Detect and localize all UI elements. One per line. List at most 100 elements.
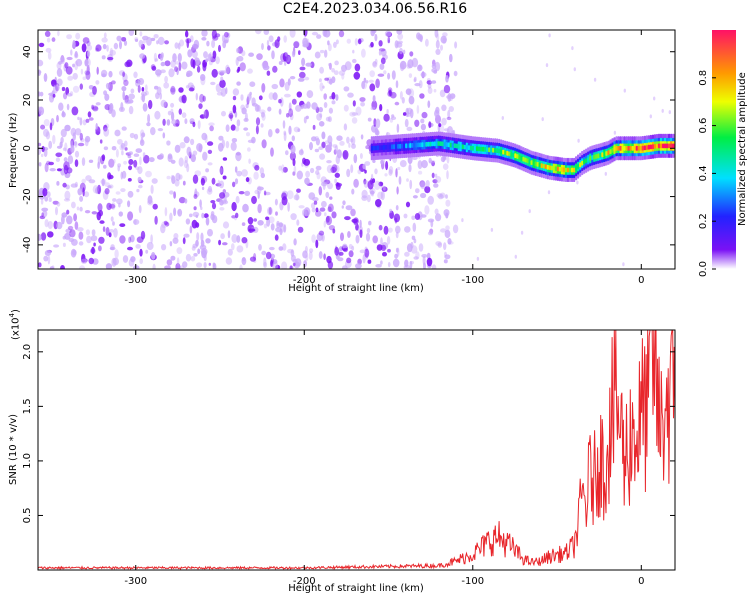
spectrogram-noise-blob xyxy=(420,118,425,124)
spectrogram-noise-blob xyxy=(399,91,403,100)
spectrogram-noise-blob xyxy=(315,170,320,175)
spectrogram-noise-blob xyxy=(428,160,436,164)
spectrogram-noise-blob xyxy=(318,146,324,150)
spectrogram-noise-blob xyxy=(421,160,428,169)
spectrogram-noise-blob xyxy=(84,210,91,214)
spectrogram-noise-blob xyxy=(409,179,413,190)
spectrogram-noise-blob xyxy=(289,113,294,121)
spectrogram-noise-blob xyxy=(91,105,99,111)
spectrogram-noise-blob xyxy=(369,70,376,78)
spectrogram-noise-blob xyxy=(196,143,203,152)
spectrogram-noise-blob xyxy=(115,149,119,158)
spectrogram-noise-blob xyxy=(261,43,264,50)
spectrogram-noise-blob xyxy=(38,91,41,97)
spectrogram-noise-blob xyxy=(370,41,374,48)
spectrogram-signal-cell xyxy=(429,141,432,147)
spectrogram-noise-blob xyxy=(343,104,349,112)
spectrogram-noise-blob xyxy=(348,142,351,148)
spectrogram-noise-blob xyxy=(219,207,225,211)
spectrogram-noise-blob xyxy=(268,129,273,138)
spectrogram-noise-blob xyxy=(246,132,250,137)
spectrogram-x-tick-label: -300 xyxy=(124,275,147,286)
spectrogram-noise-blob xyxy=(342,247,348,253)
spectrogram-noise-blob xyxy=(200,232,204,242)
spectrogram-noise-blob xyxy=(190,255,196,262)
spectrogram-noise-blob xyxy=(247,147,251,152)
spectrogram-noise-blob xyxy=(65,66,73,75)
spectrogram-noise-blob xyxy=(108,203,116,209)
spectrogram-noise-blob xyxy=(139,129,145,139)
spectrogram-noise-blob xyxy=(183,233,190,238)
spectrogram-noise-blob xyxy=(163,220,168,226)
spectrogram-noise-blob xyxy=(326,164,333,174)
spectrogram-noise-blob xyxy=(74,141,78,148)
spectrogram-signal-cell xyxy=(589,155,592,161)
spectrogram-noise-blob xyxy=(65,87,70,96)
spectrogram-noise-blob xyxy=(169,212,173,222)
spectrogram-noise-blob xyxy=(276,220,280,226)
spectrogram-noise-blob xyxy=(92,106,99,112)
spectrogram-noise-blob xyxy=(150,37,156,42)
spectrogram-noise-blob xyxy=(97,203,103,212)
spectrogram-signal-cell xyxy=(386,144,390,150)
spectrogram-noise-blob xyxy=(249,256,257,262)
spectrogram-noise-blob xyxy=(201,30,208,37)
spectrogram-noise-blob xyxy=(62,147,67,151)
spectrogram-noise-blob xyxy=(234,126,240,132)
spectrogram-noise-blob xyxy=(355,234,360,244)
spectrogram-noise-blob xyxy=(56,201,61,207)
spectrogram-noise-blob xyxy=(311,207,316,213)
spectrogram-noise-blob xyxy=(144,90,149,96)
spectrogram-noise-blob xyxy=(147,195,153,205)
spectrogram-noise-blob xyxy=(127,190,134,198)
spectrogram-noise-blob xyxy=(449,93,456,99)
spectrogram-noise-blob xyxy=(367,259,372,264)
spectrogram-signal-cell xyxy=(595,154,598,159)
spectrogram-y-axis-label: Frequency (Hz) xyxy=(8,112,19,188)
spectrogram-noise-blob xyxy=(186,38,190,49)
spectrogram-noise-blob xyxy=(128,236,132,243)
spectrogram-noise-blob xyxy=(380,260,383,265)
spectrogram-noise-blob xyxy=(415,188,420,194)
spectrogram-noise-blob xyxy=(288,108,294,118)
spectrogram-noise-blob xyxy=(334,246,340,256)
spectrogram-noise-blob xyxy=(170,159,176,164)
spectrogram-noise-blob xyxy=(72,72,78,80)
spectrogram-noise-blob xyxy=(374,33,378,42)
spectrogram-noise-blob xyxy=(128,93,136,100)
spectrogram-noise-blob xyxy=(101,178,105,187)
spectrogram-signal-cell xyxy=(514,153,517,159)
spectrogram-noise-blob xyxy=(244,190,251,196)
spectrogram-noise-blob xyxy=(268,92,274,100)
spectrogram-noise-blob xyxy=(109,229,114,233)
spectrogram-noise-blob xyxy=(124,99,131,105)
snr-y-tick-label: 1.0 xyxy=(22,453,33,469)
spectrogram-noise-blob xyxy=(79,117,83,126)
spectrogram-noise-blob xyxy=(49,168,56,172)
spectrogram-noise-blob xyxy=(361,189,368,199)
spectrogram-noise-blob xyxy=(263,190,267,196)
spectrogram-noise-blob xyxy=(85,229,90,236)
spectrogram-noise-blob xyxy=(382,186,386,191)
spectrogram-noise-blob xyxy=(328,141,333,148)
spectrogram-noise-blob xyxy=(326,255,332,264)
spectrogram-noise-blob xyxy=(395,247,399,253)
spectrogram-signal-cell xyxy=(605,151,608,156)
spectrogram-noise-blob xyxy=(261,139,267,149)
spectrogram-noise-blob xyxy=(399,47,403,55)
spectrogram-noise-blob xyxy=(178,174,183,180)
spectrogram-noise-blob xyxy=(67,75,74,81)
spectrogram-noise-blob xyxy=(220,233,225,240)
spectrogram-noise-blob xyxy=(109,47,113,57)
spectrogram-noise-blob xyxy=(222,175,227,180)
spectrogram-signal-cell xyxy=(435,141,438,146)
spectrogram-noise-blob xyxy=(56,181,60,186)
snr-series-line xyxy=(38,330,675,570)
spectrogram-noise-blob xyxy=(622,262,625,267)
spectrogram-signal-cell xyxy=(475,146,479,152)
spectrogram-noise-blob xyxy=(84,138,89,147)
spectrogram-noise-blob xyxy=(38,70,42,74)
spectrogram-noise-blob xyxy=(272,65,278,73)
spectrogram-noise-blob xyxy=(203,110,207,119)
spectrogram-noise-blob xyxy=(379,104,383,112)
